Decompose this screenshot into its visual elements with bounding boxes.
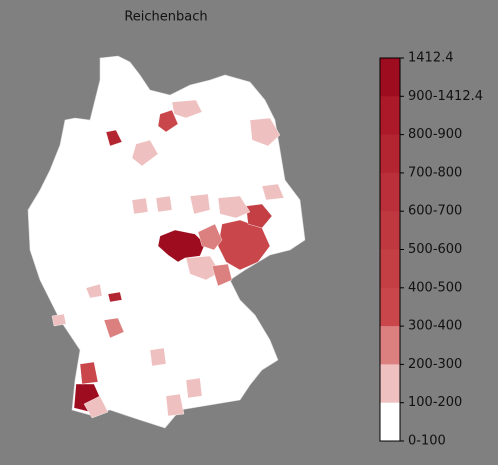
legend-label: 500-600 bbox=[408, 242, 462, 257]
legend-swatch bbox=[380, 172, 400, 212]
region bbox=[131, 139, 159, 167]
legend-label: 200-300 bbox=[408, 357, 462, 372]
legend-swatch bbox=[380, 96, 400, 136]
legend-label: 400-500 bbox=[408, 280, 462, 295]
legend-swatch bbox=[380, 58, 400, 97]
legend-swatch bbox=[380, 364, 400, 404]
region bbox=[217, 219, 271, 271]
region bbox=[51, 313, 67, 327]
legend-swatch bbox=[380, 134, 400, 174]
highlighted-regions bbox=[51, 99, 285, 419]
legend-swatch bbox=[380, 402, 400, 442]
map-title: Reichenbach bbox=[124, 10, 207, 25]
region bbox=[85, 283, 103, 299]
region bbox=[157, 229, 206, 263]
region bbox=[131, 197, 149, 215]
region bbox=[171, 99, 203, 119]
region bbox=[211, 263, 233, 287]
region bbox=[185, 255, 221, 281]
legend-swatch bbox=[380, 249, 400, 289]
legend-swatch bbox=[380, 326, 400, 365]
region bbox=[197, 223, 223, 251]
region bbox=[107, 291, 123, 303]
region bbox=[249, 117, 281, 147]
legend-swatch bbox=[380, 211, 400, 250]
region bbox=[245, 203, 273, 229]
region bbox=[155, 195, 173, 213]
region bbox=[149, 347, 167, 367]
legend-label: 300-400 bbox=[408, 319, 462, 334]
region bbox=[165, 393, 185, 417]
region bbox=[157, 109, 179, 133]
region bbox=[103, 317, 125, 339]
region bbox=[185, 377, 203, 399]
region bbox=[105, 129, 123, 147]
region bbox=[79, 361, 99, 385]
legend-label: 700-800 bbox=[408, 165, 462, 180]
legend-label: 600-700 bbox=[408, 204, 462, 219]
map bbox=[27, 55, 306, 429]
legend-swatch bbox=[380, 287, 400, 327]
legend-label: 100-200 bbox=[408, 395, 462, 410]
region bbox=[217, 195, 251, 219]
legend-label: 800-900 bbox=[408, 127, 462, 142]
legend-label: 1412.4 bbox=[408, 51, 454, 66]
region bbox=[83, 395, 109, 419]
legend-label: 900-1412.4 bbox=[408, 89, 483, 104]
legend-label: 0-100 bbox=[408, 434, 446, 449]
legend: 1412.4 900-1412.4 800-900 700-800 600-700 500… bbox=[379, 51, 483, 449]
region bbox=[261, 183, 285, 201]
region bbox=[189, 193, 211, 215]
